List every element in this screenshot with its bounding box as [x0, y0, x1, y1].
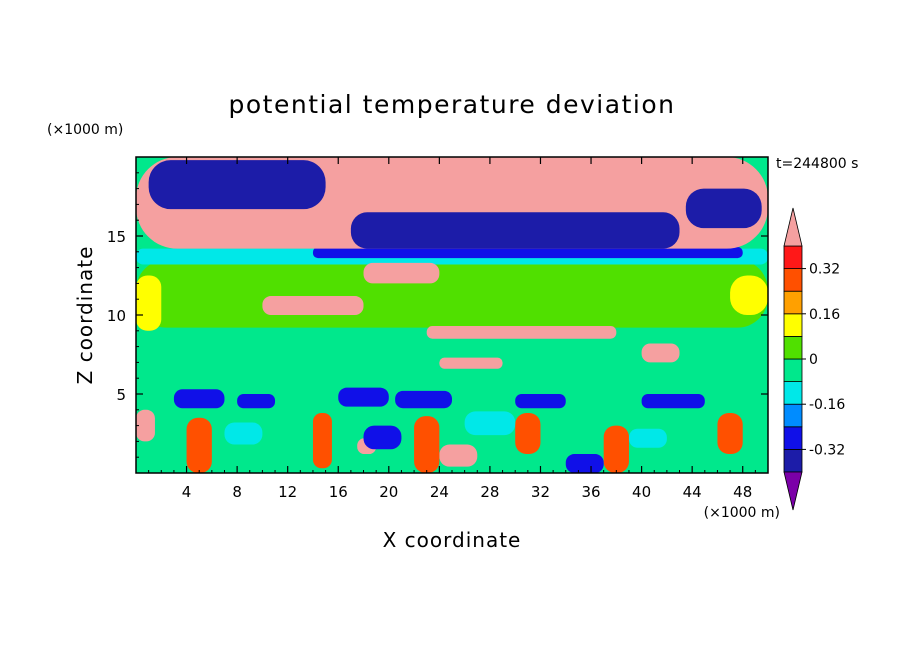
contour-region — [363, 262, 440, 284]
contour-region — [136, 409, 155, 442]
y-tick-label: 15 — [107, 228, 126, 246]
contour-region — [565, 454, 604, 473]
contour-region — [363, 425, 402, 450]
x-tick-label: 40 — [632, 483, 651, 501]
contour-region — [641, 394, 705, 409]
colorbar-min-extend — [783, 471, 803, 511]
x-axis: 4 8 12 16 20 24 28 32 36 40 44 48 — [148, 157, 756, 501]
colorbar-label: 0 — [809, 352, 818, 368]
colorbar-label: -0.16 — [809, 397, 845, 413]
x-tick-label: 16 — [329, 483, 348, 501]
contour-region — [224, 422, 263, 445]
colorbar-label: -0.32 — [809, 442, 845, 458]
x-tick-label: 36 — [581, 483, 600, 501]
x-tick-label: 12 — [278, 483, 297, 501]
colorbar-bin — [783, 268, 803, 292]
contour-region — [685, 188, 762, 229]
contour-region — [312, 412, 332, 469]
x-tick-label: 28 — [480, 483, 499, 501]
colorbar-label: 0.32 — [809, 262, 840, 278]
colorbar-bin — [783, 245, 803, 270]
x-unit-label: (×1000 m) — [704, 505, 780, 521]
contour-region — [148, 160, 326, 210]
contour-region — [439, 357, 503, 369]
x-tick-label: 20 — [379, 483, 398, 501]
contour-region — [641, 343, 680, 363]
colorbar-bin — [783, 290, 803, 315]
contour-region — [136, 259, 768, 328]
contour-region — [515, 394, 566, 409]
contour-region — [628, 428, 667, 448]
y-tick-label: 10 — [107, 307, 126, 325]
colorbar-bin — [783, 426, 803, 450]
contour-region — [338, 387, 389, 407]
x-tick-label: 24 — [430, 483, 449, 501]
x-tick-label: 4 — [182, 483, 192, 501]
contour-region — [426, 326, 617, 339]
colorbar-bin — [783, 448, 803, 473]
contour-region — [237, 394, 276, 409]
colorbar-bin — [783, 381, 803, 405]
contour-region — [173, 389, 225, 409]
y-unit-label: (×1000 m) — [47, 122, 123, 138]
colorbar-bin — [783, 313, 803, 337]
colorbar-bin — [783, 403, 803, 428]
contour-region — [439, 444, 478, 467]
colorbar: 0.32 0.16 0 -0.16 -0.32 — [783, 207, 845, 511]
contour-region — [730, 275, 768, 315]
x-axis-title: X coordinate — [383, 528, 522, 552]
contour-region — [717, 412, 743, 455]
contour-region — [414, 416, 440, 473]
x-tick-label: 44 — [683, 483, 702, 501]
contour-region — [186, 417, 212, 473]
x-tick-label: 32 — [531, 483, 550, 501]
y-axis: 5 10 15 — [107, 172, 768, 458]
colorbar-label: 0.16 — [809, 307, 840, 323]
contour-region — [515, 412, 541, 455]
y-axis-title: Z coordinate — [73, 246, 97, 385]
colorbar-bin — [783, 335, 803, 360]
contour-region — [136, 275, 162, 331]
contour-region — [395, 390, 452, 409]
contour-region — [262, 296, 364, 315]
colorbar-bin — [783, 358, 803, 383]
colorbar-max-extend — [783, 207, 803, 247]
contour-region — [350, 212, 680, 249]
y-tick-label: 5 — [116, 386, 126, 404]
x-tick-label: 8 — [232, 483, 242, 501]
plot-area — [135, 156, 769, 474]
contour-region — [312, 247, 743, 259]
chart-title: potential temperature deviation — [229, 90, 676, 119]
time-label: t=244800 s — [776, 156, 858, 172]
contour-region — [464, 411, 516, 436]
x-tick-label: 48 — [733, 483, 752, 501]
contour-region — [603, 425, 629, 473]
